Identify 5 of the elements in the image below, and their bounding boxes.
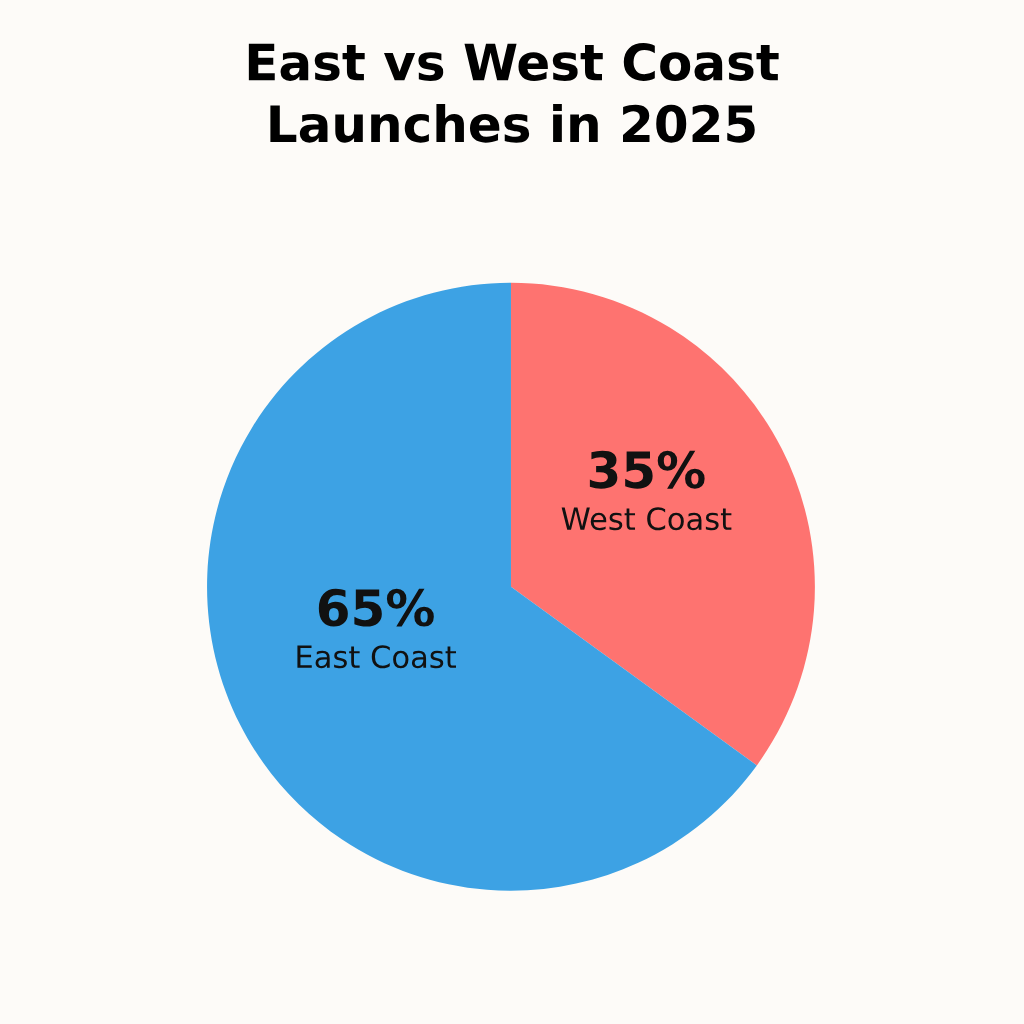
data-label: 35% [589,450,705,489]
slice-label: West Coast [561,507,732,531]
slice-label: East Coast [297,645,456,669]
data-label: 65% [318,588,434,627]
chart-title: East vs West Coast Launches in 2025 [248,43,779,143]
